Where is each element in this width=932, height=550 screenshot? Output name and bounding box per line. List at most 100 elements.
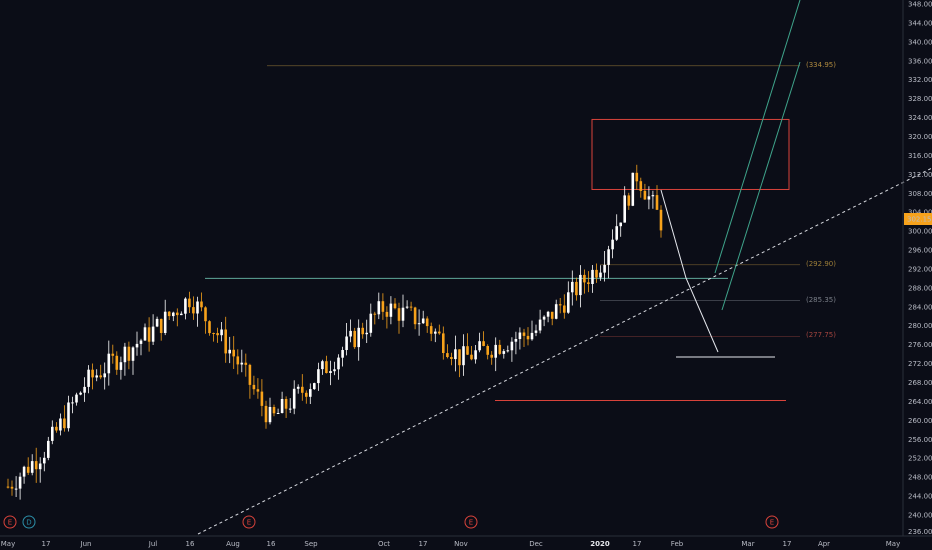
candle-body [417,323,421,325]
candle-body [446,353,449,357]
price-tick-label: 276.00 [908,341,932,349]
candle-body [526,335,530,340]
candle-body [236,356,240,365]
candle-body [172,312,175,317]
candle-body [514,339,518,342]
level-label-285: (285.35) [806,296,836,304]
candle-body [240,362,244,365]
time-tick-label: Jul [148,540,158,548]
candle-body [329,371,332,373]
candle-body [119,362,123,370]
candle-body [421,318,425,324]
earnings-badge[interactable]: E [464,515,478,529]
candle-body [377,301,381,315]
candle-body [143,327,147,341]
candle-body [200,301,203,308]
candle-body [454,349,457,360]
candle-body [434,331,437,334]
candle-body [79,392,82,395]
candle-body [502,351,506,354]
candle-body [296,386,300,389]
price-tick-label: 344.00 [908,19,932,27]
candle-body [579,274,582,296]
candle-body [55,426,58,431]
candle-body [268,407,272,423]
svg-text:E: E [469,519,473,527]
candle-body [305,392,308,397]
candle-body [260,391,264,406]
candle-body [321,361,324,370]
candle-body [538,319,542,331]
candle-body [486,346,489,355]
candle-body [397,308,401,321]
candle-body [659,209,663,231]
earnings-badge[interactable]: E [765,515,779,529]
svg-text:D: D [26,519,31,527]
candle-body [518,332,522,339]
candle-body [546,311,550,317]
candle-body [369,313,373,333]
candle-body [530,332,534,340]
candle-body [333,369,336,372]
price-axis[interactable]: 348.00 344.00 340.00 336.00 332.00 328.00 324.… [908,1,932,520]
time-tick-label: 2020 [590,540,610,548]
candle-body [276,413,280,414]
candle-body [284,399,288,409]
candle-body [10,486,14,489]
time-axis[interactable]: May 17 Jun Jul 16 Aug 16 Sep Oct 17 Nov Dec 2020 17 Fe… [1,540,900,548]
candle-body [87,369,90,387]
candle-body [264,405,268,423]
candle-body [111,353,115,356]
price-tick-label: 300.00 [908,228,932,236]
candle-body [619,222,622,227]
candle-body [317,369,320,384]
price-tick-label: 260.00 [908,417,932,425]
candle-body [583,274,586,283]
candle-body [309,389,312,397]
candle-body [587,282,590,284]
candle-body [349,330,352,337]
price-tick-label: 340.00 [908,38,932,46]
candle-body [244,362,248,365]
price-tick-label: 348.00 [908,1,932,9]
time-tick-label: Aug [226,540,240,548]
candle-body [228,349,231,354]
candle-body [288,408,292,410]
candle-body [345,336,348,350]
candle-body [313,383,316,390]
candle-body [127,346,131,361]
candle-body [103,373,106,378]
candle-body [385,311,389,317]
price-tick-label: 244.00 [908,493,932,501]
level-label-292: (292.90) [806,260,836,268]
price-tick-label: 320.00 [908,133,932,141]
candle-body [147,327,151,342]
candle-body [107,353,111,374]
candle-body [450,357,453,359]
earnings-badge[interactable]: E [242,515,256,529]
candle-body [361,327,364,335]
candle-body [176,312,179,316]
svg-text:E: E [247,519,251,527]
candle-body [571,281,574,293]
candle-body [438,331,441,334]
candle-body [192,307,195,314]
candle-body [623,195,626,223]
dividend-badge[interactable]: D [22,515,36,529]
earnings-badge[interactable]: E [3,515,17,529]
time-tick-label: May [886,540,900,548]
drawings-layer [197,0,932,535]
candle-body [482,341,485,346]
candle-body [490,354,493,358]
price-tick-label: 296.00 [908,247,932,255]
candle-body [180,313,183,316]
candle-body [575,281,578,296]
candle-body [99,375,102,378]
price-tick-label: 252.00 [908,455,932,463]
candle-body [510,341,514,351]
candle-body [26,466,30,473]
candle-body [159,318,163,333]
candles-layer [6,164,663,500]
